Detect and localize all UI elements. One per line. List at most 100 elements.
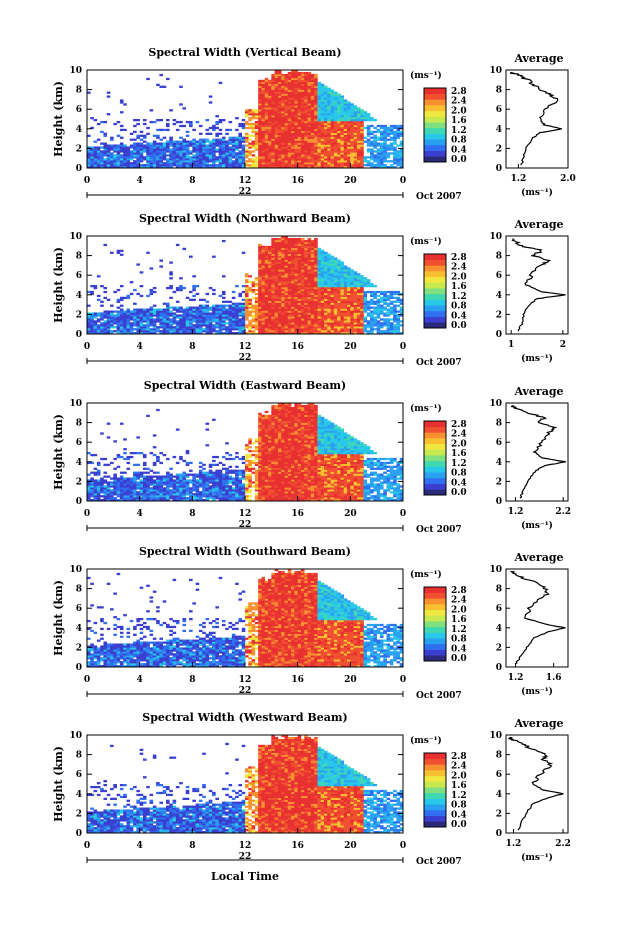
heatmap-cell	[324, 87, 328, 90]
heatmap-cell	[317, 158, 322, 161]
heatmap-cell	[337, 120, 341, 124]
heatmap-cell	[291, 257, 295, 260]
heatmap-cell	[251, 290, 256, 294]
heatmap-cell	[360, 302, 364, 305]
heatmap-cell	[189, 316, 193, 319]
heatmap-cell	[294, 263, 298, 266]
heatmap-cell	[202, 322, 206, 325]
heatmap-cell	[314, 304, 318, 307]
heatmap-cell	[300, 154, 305, 157]
heatmap-cell	[212, 150, 216, 153]
heatmap-cell	[133, 332, 137, 335]
heatmap-cell	[291, 95, 295, 98]
heatmap-cell	[277, 152, 282, 155]
colorbar-tick-label: 2.4	[451, 263, 467, 273]
heatmap-cell	[337, 332, 341, 335]
heatmap-cell	[376, 138, 381, 141]
heatmap-cell	[113, 160, 117, 163]
heatmap-cell	[113, 154, 117, 157]
heatmap-cell	[291, 144, 295, 147]
heatmap-cell	[330, 288, 335, 292]
heatmap-cell	[304, 109, 308, 112]
heatmap-cell	[317, 148, 322, 151]
heatmap-cell	[310, 241, 315, 245]
heatmap-cell	[116, 150, 121, 153]
heatmap-cell	[166, 166, 170, 169]
heatmap-cell	[261, 285, 266, 288]
heatmap-cell	[324, 164, 328, 167]
heatmap-cell	[156, 152, 160, 155]
heatmap-cell	[320, 308, 325, 311]
heatmap-cell	[304, 81, 308, 85]
heatmap-cell	[271, 93, 275, 96]
heatmap-cell	[103, 316, 108, 319]
heatmap-cell	[360, 332, 364, 335]
heatmap-cell	[320, 160, 325, 163]
heatmap-cell	[284, 130, 289, 134]
heatmap-cell	[268, 245, 272, 249]
heatmap-cell	[192, 298, 196, 301]
heatmap-cell	[300, 158, 305, 161]
heatmap-cell	[333, 312, 338, 315]
heatmap-cell	[103, 164, 108, 167]
heatmap-cell	[175, 326, 180, 329]
heatmap-cell	[337, 259, 341, 262]
heatmap-cell	[284, 142, 289, 145]
heatmap-cell	[116, 152, 121, 155]
heatmap-cell	[245, 154, 249, 157]
heatmap-cell	[175, 320, 180, 323]
heatmap-cell	[304, 294, 308, 298]
heatmap-cell	[314, 239, 318, 243]
heatmap-cell	[231, 138, 236, 141]
heatmap-cell	[396, 300, 401, 303]
heatmap-cell	[314, 144, 318, 147]
heatmap-cell	[228, 152, 233, 155]
heatmap-cell	[251, 130, 256, 134]
heatmap-cell	[307, 109, 312, 112]
heatmap-cell	[238, 132, 243, 135]
heatmap-cell	[297, 288, 302, 292]
heatmap-cell	[356, 332, 361, 335]
heatmap-cell	[245, 316, 249, 319]
heatmap-cell	[103, 134, 108, 137]
heatmap-cell	[254, 310, 259, 313]
heatmap-cell	[261, 109, 266, 112]
heatmap-cell	[110, 138, 114, 141]
heatmap-cell	[347, 134, 351, 137]
heatmap-cell	[330, 281, 335, 284]
colorbar-tick-label: 0.8	[451, 302, 467, 312]
heatmap-cell	[268, 320, 272, 323]
heatmap-cell	[182, 318, 187, 321]
heatmap-cell	[274, 89, 279, 92]
heatmap-cell	[330, 103, 335, 106]
heatmap-cell	[373, 144, 377, 147]
heatmap-cell	[271, 243, 275, 247]
heatmap-cell	[261, 89, 266, 92]
heatmap-cell	[202, 330, 206, 333]
heatmap-cell	[87, 152, 91, 155]
heatmap-cell	[274, 281, 279, 284]
heatmap-cell	[205, 138, 210, 141]
heatmap-cell	[274, 115, 279, 118]
heatmap-cell	[87, 330, 91, 333]
heatmap-cell	[93, 330, 98, 333]
heatmap-cell	[389, 308, 394, 311]
heatmap-cell	[399, 148, 404, 151]
heatmap-cell	[231, 320, 236, 323]
heatmap-cell	[320, 267, 325, 270]
heatmap-cell	[281, 302, 285, 305]
heatmap-cell	[281, 290, 285, 294]
heatmap-cell	[248, 275, 252, 278]
heatmap-cell	[136, 164, 140, 167]
heatmap-cell	[333, 119, 338, 122]
heatmap-cell	[347, 113, 351, 116]
heatmap-cell	[314, 140, 318, 143]
heatmap-cell	[373, 142, 377, 145]
x-tick-label: 20	[344, 342, 357, 352]
heatmap-cell	[379, 332, 384, 335]
heatmap-cell	[324, 275, 328, 278]
heatmap-cell	[268, 298, 272, 301]
heatmap-cell	[314, 109, 318, 112]
heatmap-cell	[93, 146, 98, 149]
